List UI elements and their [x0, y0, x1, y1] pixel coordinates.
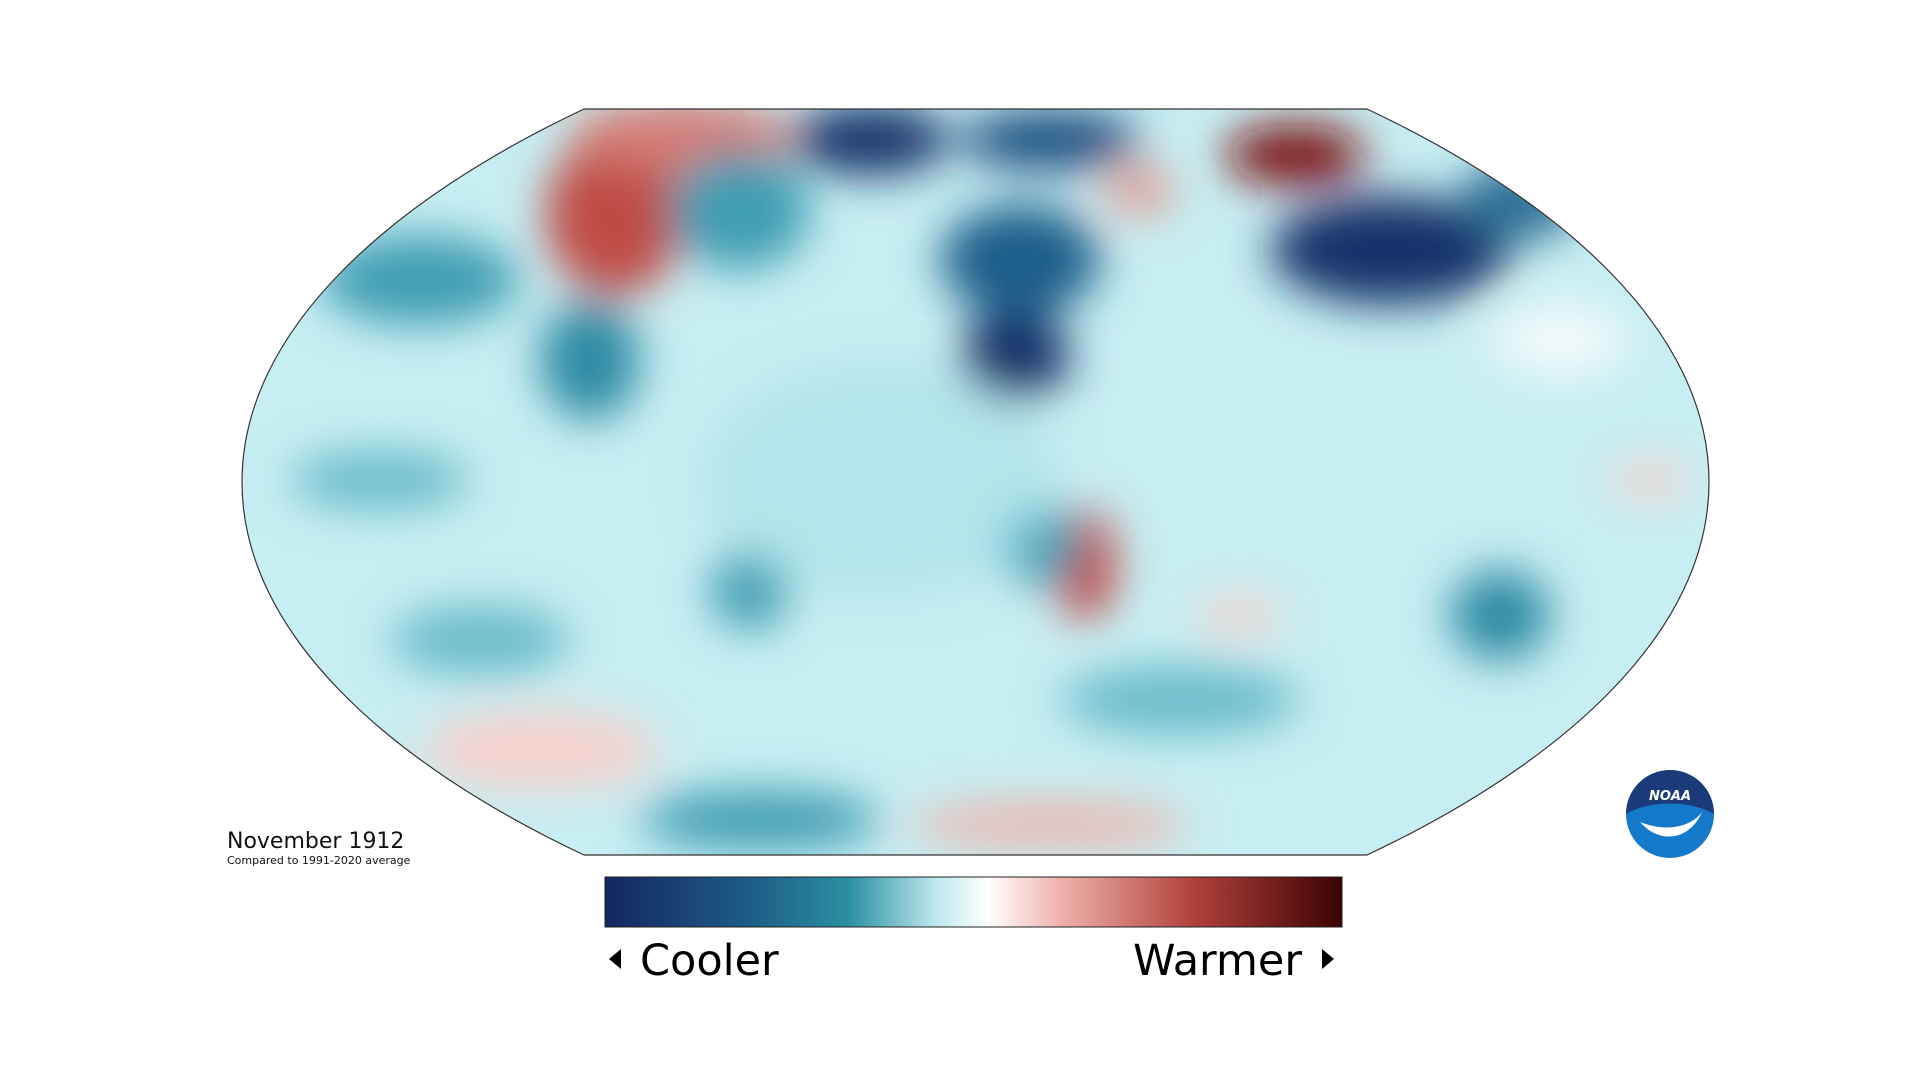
- warmer-label: Warmer: [1133, 936, 1302, 986]
- map-title: November 1912: [227, 829, 404, 854]
- map-outline: [241, 108, 1710, 856]
- left-arrow: [609, 949, 621, 969]
- cooler-label: Cooler: [640, 936, 779, 986]
- logo-text: NOAA: [1649, 789, 1691, 804]
- map-subtitle: Compared to 1991-2020 average: [227, 854, 411, 867]
- color-bar: [604, 876, 1343, 928]
- anomaly-map: [242, 109, 1709, 855]
- right-arrow: [1322, 949, 1334, 969]
- noaa-logo: NOAA: [1626, 770, 1714, 858]
